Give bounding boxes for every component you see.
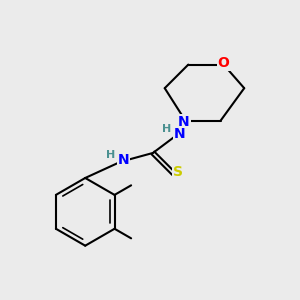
Text: N: N — [178, 115, 190, 129]
Text: H: H — [106, 150, 115, 160]
Text: N: N — [174, 127, 185, 141]
Text: H: H — [162, 124, 171, 134]
Text: O: O — [218, 56, 230, 70]
Text: N: N — [118, 153, 129, 167]
Text: S: S — [173, 165, 183, 179]
